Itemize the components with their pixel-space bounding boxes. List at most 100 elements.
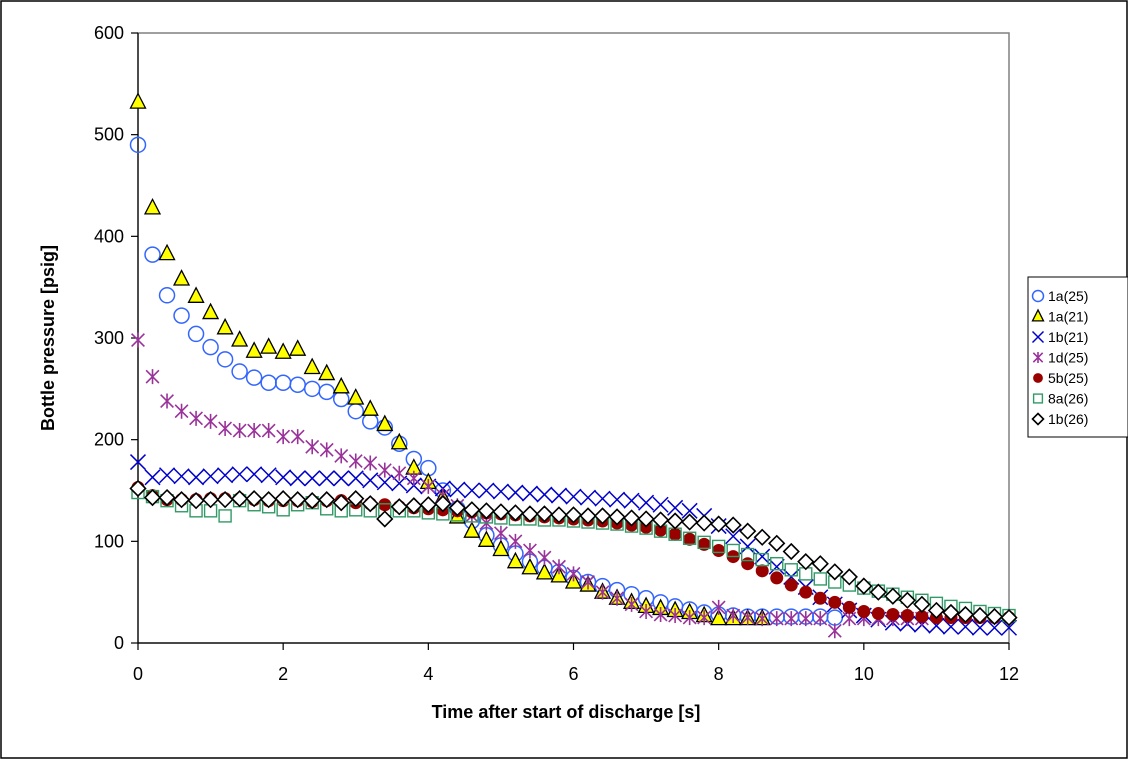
data-point (739, 522, 757, 540)
data-point (203, 413, 218, 429)
data-point (535, 505, 554, 523)
data-point (348, 453, 363, 469)
legend-box (1027, 276, 1128, 438)
data-point (550, 565, 568, 583)
x-tick-label: 4 (423, 664, 433, 684)
x-axis: 0 2 4 6 8 10 12 (133, 642, 1019, 684)
series-6 (129, 479, 1018, 627)
data-point (697, 535, 711, 550)
data-point (622, 509, 641, 527)
data-point (755, 552, 769, 567)
x-tick-label: 6 (568, 664, 578, 684)
x-tick-label: 0 (133, 664, 143, 684)
y-tick-label: 0 (114, 633, 124, 653)
data-point (798, 611, 813, 627)
data-point (697, 610, 712, 626)
data-point (202, 338, 219, 356)
y-tick-label: 600 (94, 23, 124, 43)
data-point (362, 472, 379, 489)
data-point (477, 530, 495, 547)
legend-entry: 1d(25) (1048, 350, 1088, 366)
data-point (376, 474, 393, 491)
legend: 1a(25) 1a(21) 1b(21) 1d(25) 5b(25) 8a(26) 1b(2… (1027, 276, 1128, 438)
data-point (668, 608, 683, 624)
plot-area (137, 32, 1010, 644)
data-point (276, 429, 291, 445)
data-point (724, 516, 742, 534)
data-point (884, 587, 902, 605)
data-point (869, 583, 887, 601)
data-point (333, 470, 350, 487)
data-point (188, 469, 205, 486)
data-point (274, 490, 292, 508)
data-point (492, 539, 510, 557)
data-point (332, 494, 350, 512)
data-point (971, 606, 989, 625)
data-point (797, 553, 815, 571)
data-marks (129, 92, 1018, 639)
data-point (347, 388, 365, 405)
data-point (245, 490, 263, 508)
data-point (666, 512, 684, 530)
data-point (695, 514, 713, 532)
data-point (595, 584, 610, 600)
data-point (392, 465, 407, 481)
data-point (231, 330, 249, 347)
data-point (492, 483, 509, 500)
data-point (1000, 608, 1018, 627)
legend-entry: 1a(21) (1048, 309, 1088, 325)
data-point (289, 491, 307, 509)
data-point (377, 462, 392, 478)
data-point (160, 393, 174, 409)
data-point (463, 482, 480, 499)
data-point (216, 317, 234, 335)
data-point (537, 550, 552, 566)
data-point (507, 484, 524, 501)
data-point (579, 507, 597, 525)
data-point (216, 491, 234, 509)
data-point (261, 423, 276, 439)
data-point (347, 490, 365, 508)
data-point (770, 571, 784, 585)
data-point (755, 611, 770, 627)
data-point (129, 92, 147, 109)
data-point (624, 596, 639, 612)
data-point (552, 559, 566, 575)
data-point (143, 488, 162, 507)
data-point (247, 423, 262, 439)
data-point (189, 410, 204, 426)
data-point (218, 420, 233, 436)
data-point (986, 619, 1003, 636)
data-point (623, 492, 640, 509)
data-point (172, 491, 191, 509)
data-point (871, 607, 885, 621)
data-point (158, 488, 176, 507)
x-tick-label: 2 (278, 664, 288, 684)
legend-entry: 1a(25) (1048, 288, 1088, 304)
data-point (668, 527, 682, 541)
data-point (361, 495, 379, 513)
data-point (768, 558, 785, 575)
data-point (230, 490, 249, 508)
data-point (755, 564, 769, 578)
data-point (419, 496, 437, 514)
data-point (682, 610, 697, 626)
data-point (231, 363, 248, 380)
legend-marker (1032, 393, 1044, 404)
data-point (303, 357, 321, 375)
data-point (927, 601, 946, 620)
y-tick-label: 100 (94, 531, 124, 551)
data-point (523, 542, 537, 558)
data-point (144, 469, 161, 486)
data-point (159, 467, 176, 484)
data-point (129, 454, 147, 471)
data-point (202, 468, 219, 485)
data-point (535, 562, 554, 580)
y-tick-label: 400 (94, 226, 124, 246)
legend-entry: 5b(25) (1048, 370, 1088, 386)
data-point (726, 608, 741, 624)
data-point (1000, 619, 1018, 636)
data-point (187, 325, 205, 343)
data-point (290, 429, 305, 445)
